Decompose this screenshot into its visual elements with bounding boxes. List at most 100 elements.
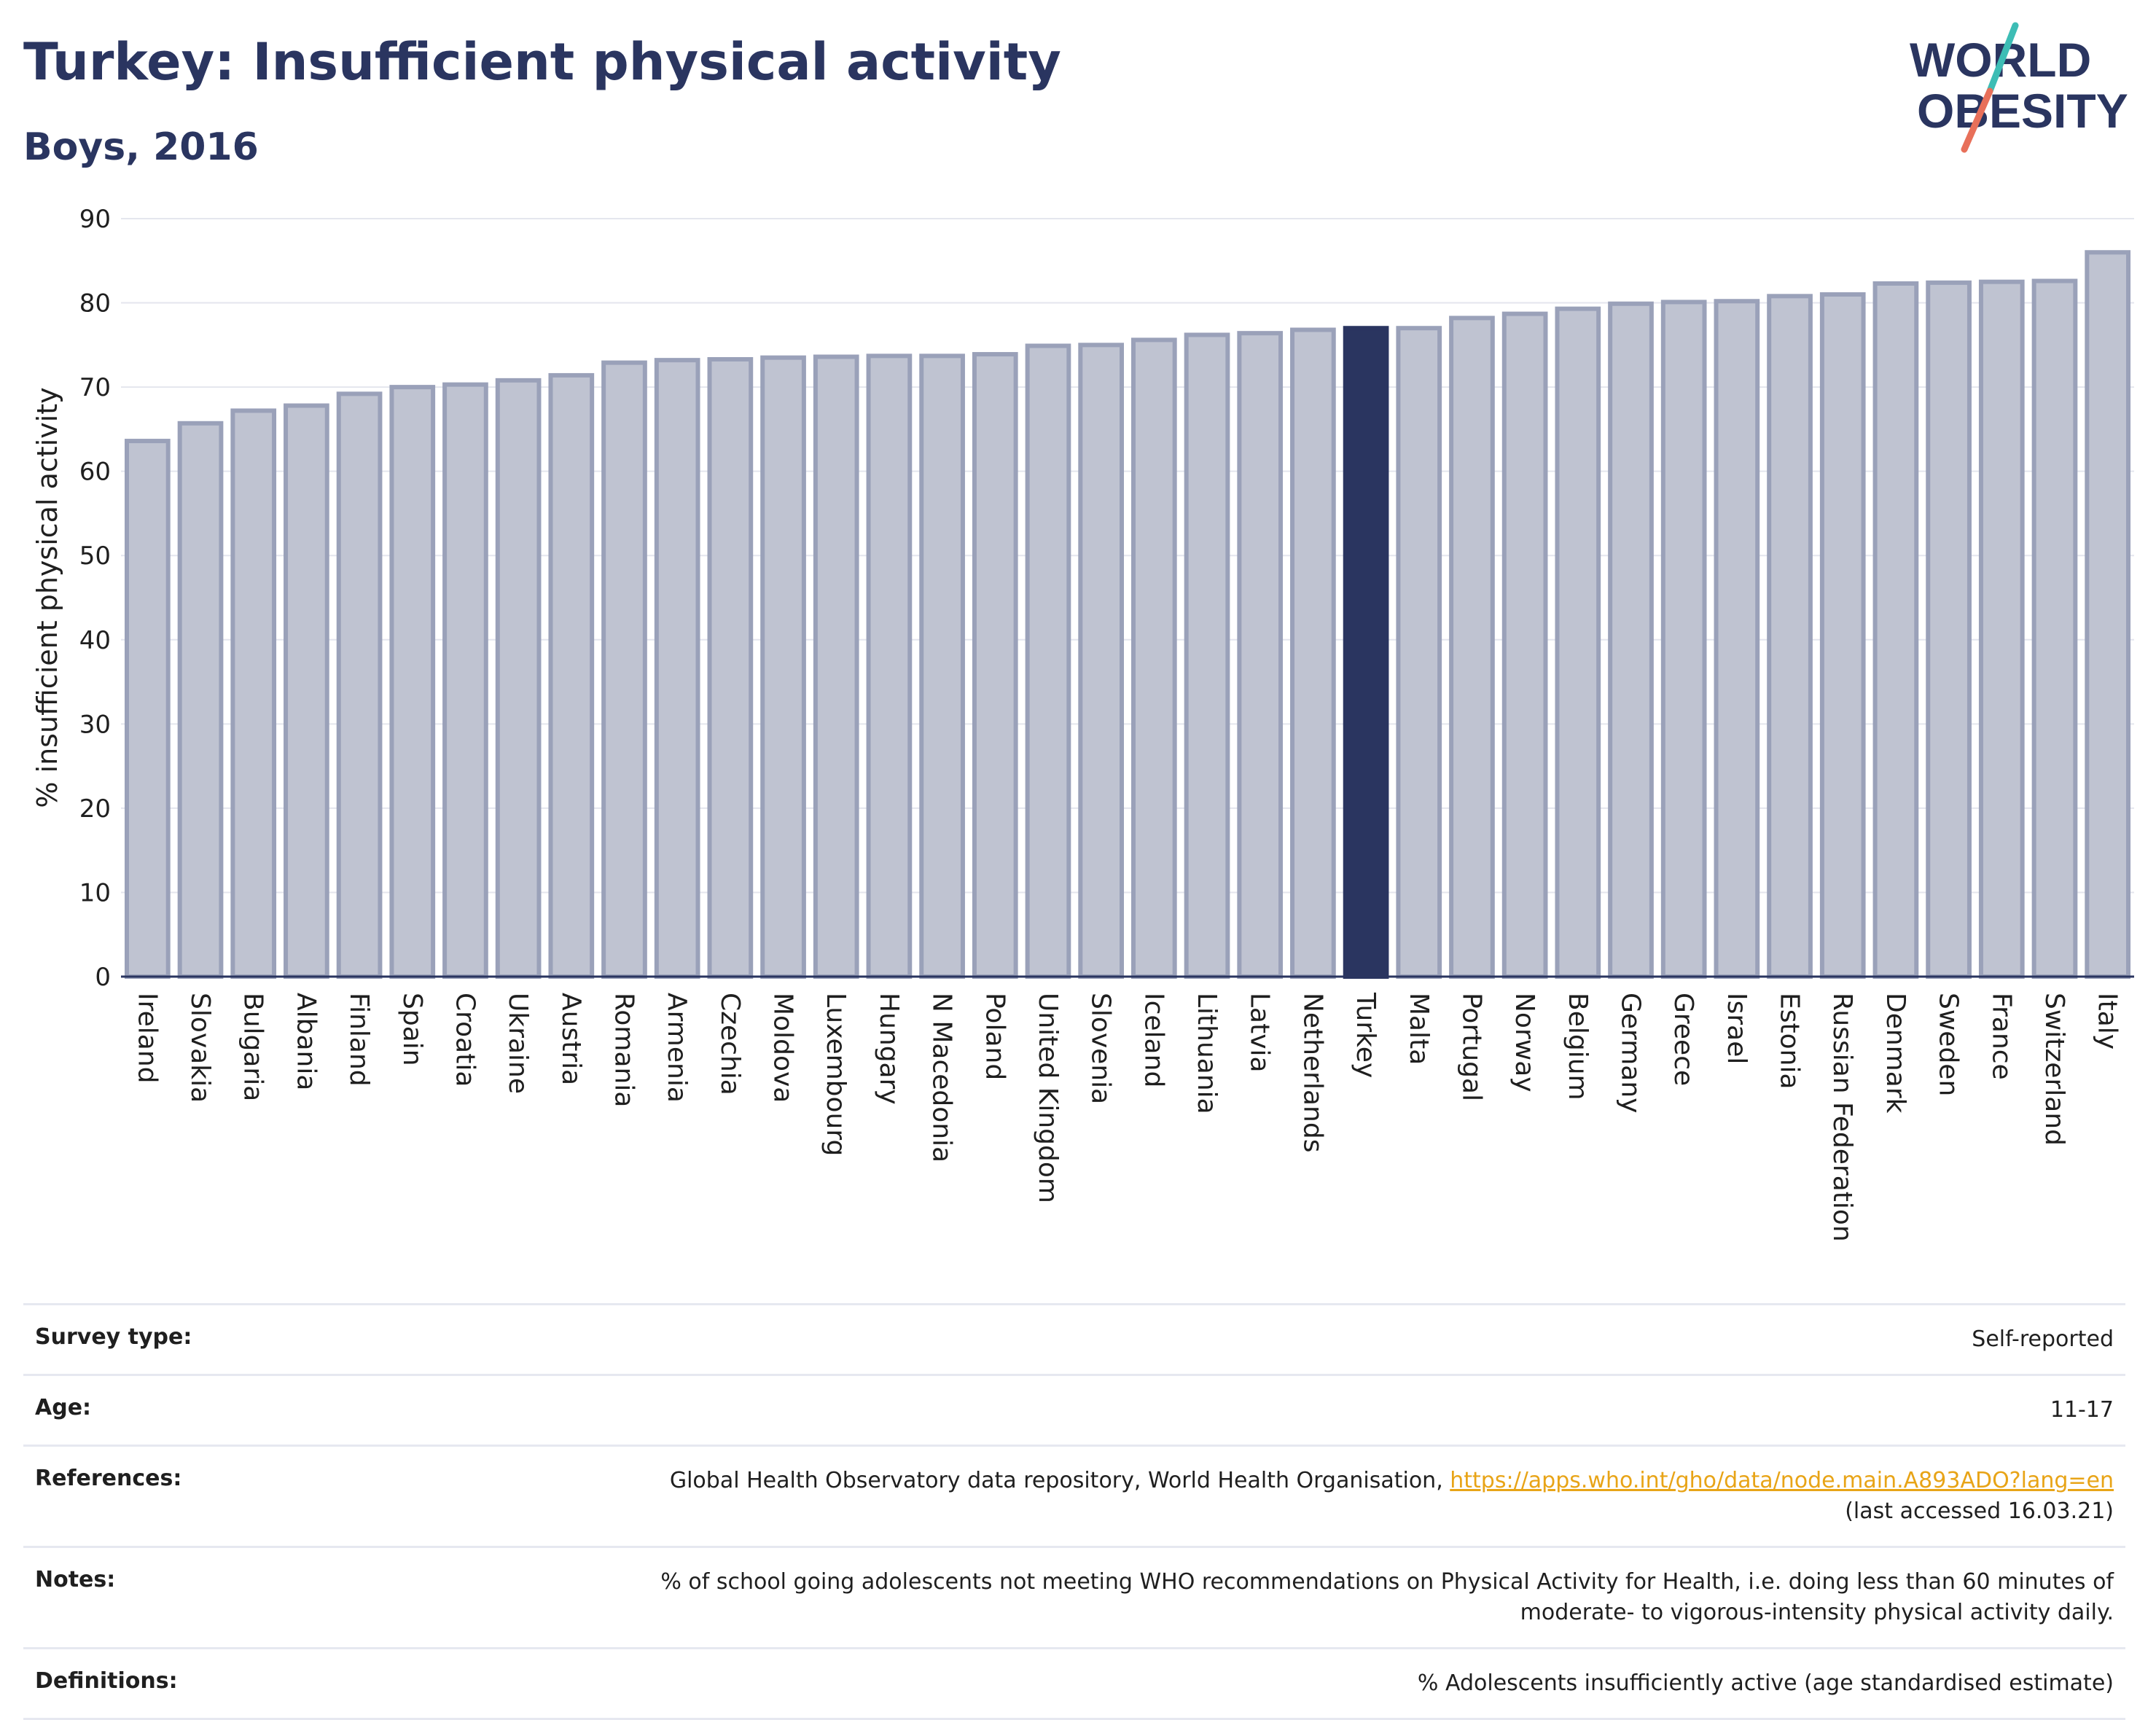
x-tick-label: Ukraine: [503, 993, 533, 1094]
meta-row-age: Age: 11-17: [23, 1374, 2125, 1445]
bar-denmark: [1872, 281, 1919, 979]
bar-slovakia: [177, 421, 224, 979]
x-tick-label: Portugal: [1456, 993, 1486, 1101]
x-tick-label: Sweden: [1934, 993, 1964, 1096]
x-tick-label: Slovenia: [1086, 993, 1116, 1104]
bar-croatia: [442, 382, 488, 979]
bar-russian-federation: [1819, 292, 1866, 979]
logo-slash-top: [1986, 22, 2019, 95]
references-label: References:: [35, 1466, 182, 1491]
y-tick-label: 60: [79, 458, 111, 487]
bar-greece: [1660, 300, 1707, 979]
references-text: Global Health Observatory data repositor…: [669, 1468, 1450, 1493]
x-tick-label: Lithuania: [1192, 993, 1222, 1114]
x-tick-label: Austria: [556, 993, 586, 1085]
bar-united-kingdom: [1025, 343, 1071, 979]
x-tick-label: Luxembourg: [821, 993, 851, 1156]
x-tick-label: Germany: [1616, 993, 1646, 1113]
x-tick-label: Ireland: [132, 993, 162, 1084]
bar-chart: 0 10 20 30 40 50 60 70 80 90 % insufficient physic…: [31, 205, 2134, 1242]
x-tick-label: Latvia: [1245, 993, 1275, 1073]
bar-lithuania: [1184, 332, 1230, 979]
y-tick-label: 40: [79, 626, 111, 655]
x-tick-label: Denmark: [1880, 993, 1910, 1114]
meta-row-references: References: Global Health Observatory da…: [23, 1445, 2125, 1546]
bar-estonia: [1767, 294, 1813, 979]
bar-norway: [1501, 311, 1548, 980]
x-tick-label: Poland: [980, 993, 1009, 1080]
bar-hungary: [866, 353, 913, 980]
bar-spain: [389, 385, 436, 979]
world-obesity-logo: WORLD OBESITY: [1910, 22, 2128, 153]
x-tick-label: Czechia: [715, 993, 745, 1095]
logo-slash-bottom: [1961, 87, 1993, 153]
x-tick-label: Bulgaria: [238, 993, 268, 1101]
x-tick-label: Estonia: [1775, 993, 1805, 1090]
survey-type-label: Survey type:: [35, 1324, 192, 1350]
x-tick-label: Netherlands: [1297, 993, 1327, 1152]
page-title: Turkey: Insufficient physical activity: [23, 32, 1061, 92]
definitions-value: % Adolescents insufficiently active (age…: [1417, 1670, 2114, 1696]
logo-word-obesity: OBESITY: [1917, 84, 2128, 138]
meta-row-notes: Notes: % of school going adolescents not…: [23, 1546, 2125, 1647]
notes-label: Notes:: [35, 1567, 116, 1592]
notes-value: % of school going adolescents not meetin…: [660, 1567, 2114, 1628]
y-tick-label: 70: [79, 373, 111, 402]
references-accessed: (last accessed 16.03.21): [1845, 1498, 2114, 1524]
bar-sweden: [1926, 280, 1972, 980]
bar-portugal: [1449, 316, 1495, 980]
bar-luxembourg: [813, 354, 859, 979]
x-tick-label: Greece: [1668, 993, 1698, 1086]
bar-n-macedonia: [919, 353, 965, 980]
bar-ukraine: [495, 378, 542, 979]
x-tick-label: Turkey: [1351, 992, 1380, 1078]
bar-netherlands: [1290, 327, 1336, 979]
y-tick-label: 80: [79, 289, 111, 318]
x-tick-label: Russian Federation: [1827, 993, 1857, 1242]
y-tick-label: 0: [95, 963, 111, 992]
x-tick-label: France: [1986, 993, 2016, 1080]
x-tick-label: Israel: [1722, 993, 1751, 1064]
y-tick-label: 30: [79, 710, 111, 739]
bar-germany: [1608, 301, 1654, 979]
y-tick-label: 50: [79, 542, 111, 571]
meta-row-definitions: Definitions: % Adolescents insufficientl…: [23, 1647, 2125, 1720]
bar-turkey: [1343, 326, 1389, 979]
references-value: Global Health Observatory data repositor…: [670, 1466, 2114, 1527]
bar-slovenia: [1078, 343, 1125, 980]
x-tick-label: Romania: [609, 993, 639, 1107]
bar-malta: [1396, 326, 1442, 979]
bar-romania: [601, 360, 647, 980]
age-value: 11-17: [2050, 1397, 2114, 1423]
y-tick-label: 10: [79, 878, 111, 907]
bar-moldova: [760, 355, 806, 979]
page-subtitle: Boys, 2016: [23, 125, 259, 169]
bar-albania: [284, 403, 329, 979]
x-tick-label: Croatia: [450, 993, 480, 1087]
x-tick-label: Belgium: [1563, 993, 1593, 1101]
meta-row-survey-type: Survey type: Self-reported: [23, 1303, 2125, 1374]
bar-finland: [336, 391, 383, 979]
bar-czechia: [707, 356, 754, 979]
x-tick-label: Hungary: [874, 993, 904, 1105]
bar-ireland: [124, 439, 171, 979]
x-tick-label: Armenia: [662, 993, 692, 1103]
bar-poland: [972, 352, 1018, 979]
bar-austria: [548, 372, 595, 979]
bar-switzerland: [2031, 278, 2078, 979]
bar-armenia: [654, 358, 700, 979]
notes-line-2: moderate- to vigorous-intensity physical…: [1520, 1600, 2114, 1625]
bar-italy: [2085, 250, 2131, 979]
bar-israel: [1714, 299, 1760, 979]
x-tick-label: N Macedonia: [927, 993, 957, 1162]
y-axis-label: % insufficient physical activity: [31, 387, 63, 808]
bar-belgium: [1555, 306, 1601, 979]
x-tick-label: Norway: [1509, 993, 1539, 1092]
age-label: Age:: [35, 1395, 92, 1420]
x-tick-label: Malta: [1404, 993, 1434, 1065]
x-tick-label: Albania: [291, 993, 321, 1090]
x-tick-label: Spain: [397, 993, 427, 1066]
x-tick-label: Finland: [344, 993, 374, 1087]
references-link[interactable]: https://apps.who.int/gho/data/node.main.…: [1450, 1468, 2114, 1493]
y-tick-label: 20: [79, 794, 111, 824]
